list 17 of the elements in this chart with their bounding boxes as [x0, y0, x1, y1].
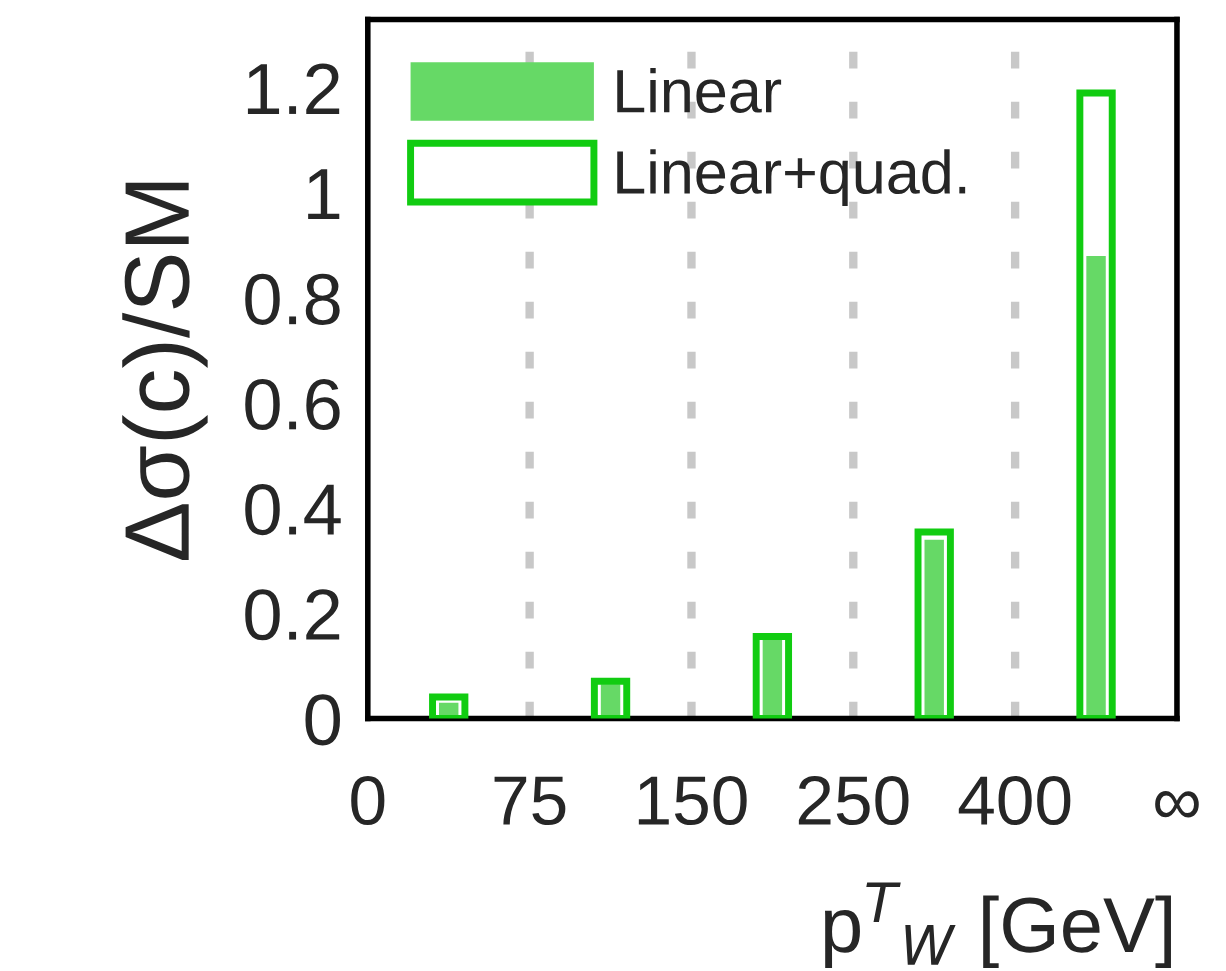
text: 250: [798, 775, 909, 826]
text: 75: [494, 776, 566, 826]
y-tick-label: 1: [308, 169, 340, 220]
x-axis-title: p$^{T}$$_{W}$ [GeV]: [824, 882, 1171, 969]
legend-label: Linear: [617, 68, 782, 113]
text: 400: [958, 775, 1071, 826]
y-axis-title: Δσ(c)/SM: [122, 182, 208, 561]
y-tick-label: 0: [305, 694, 340, 746]
text: ∞: [1155, 791, 1199, 818]
y-tick-label: 0.8: [245, 273, 340, 325]
text: 150: [638, 775, 747, 826]
text: 0: [351, 775, 385, 826]
y-tick-label: 0.4: [245, 484, 341, 536]
y-tick-label: 1.2: [247, 63, 340, 114]
y-tick-label: 0.6: [245, 378, 340, 431]
y-tick-label: 0.2: [245, 589, 340, 641]
legend-label: Linear+quad.: [617, 149, 966, 207]
